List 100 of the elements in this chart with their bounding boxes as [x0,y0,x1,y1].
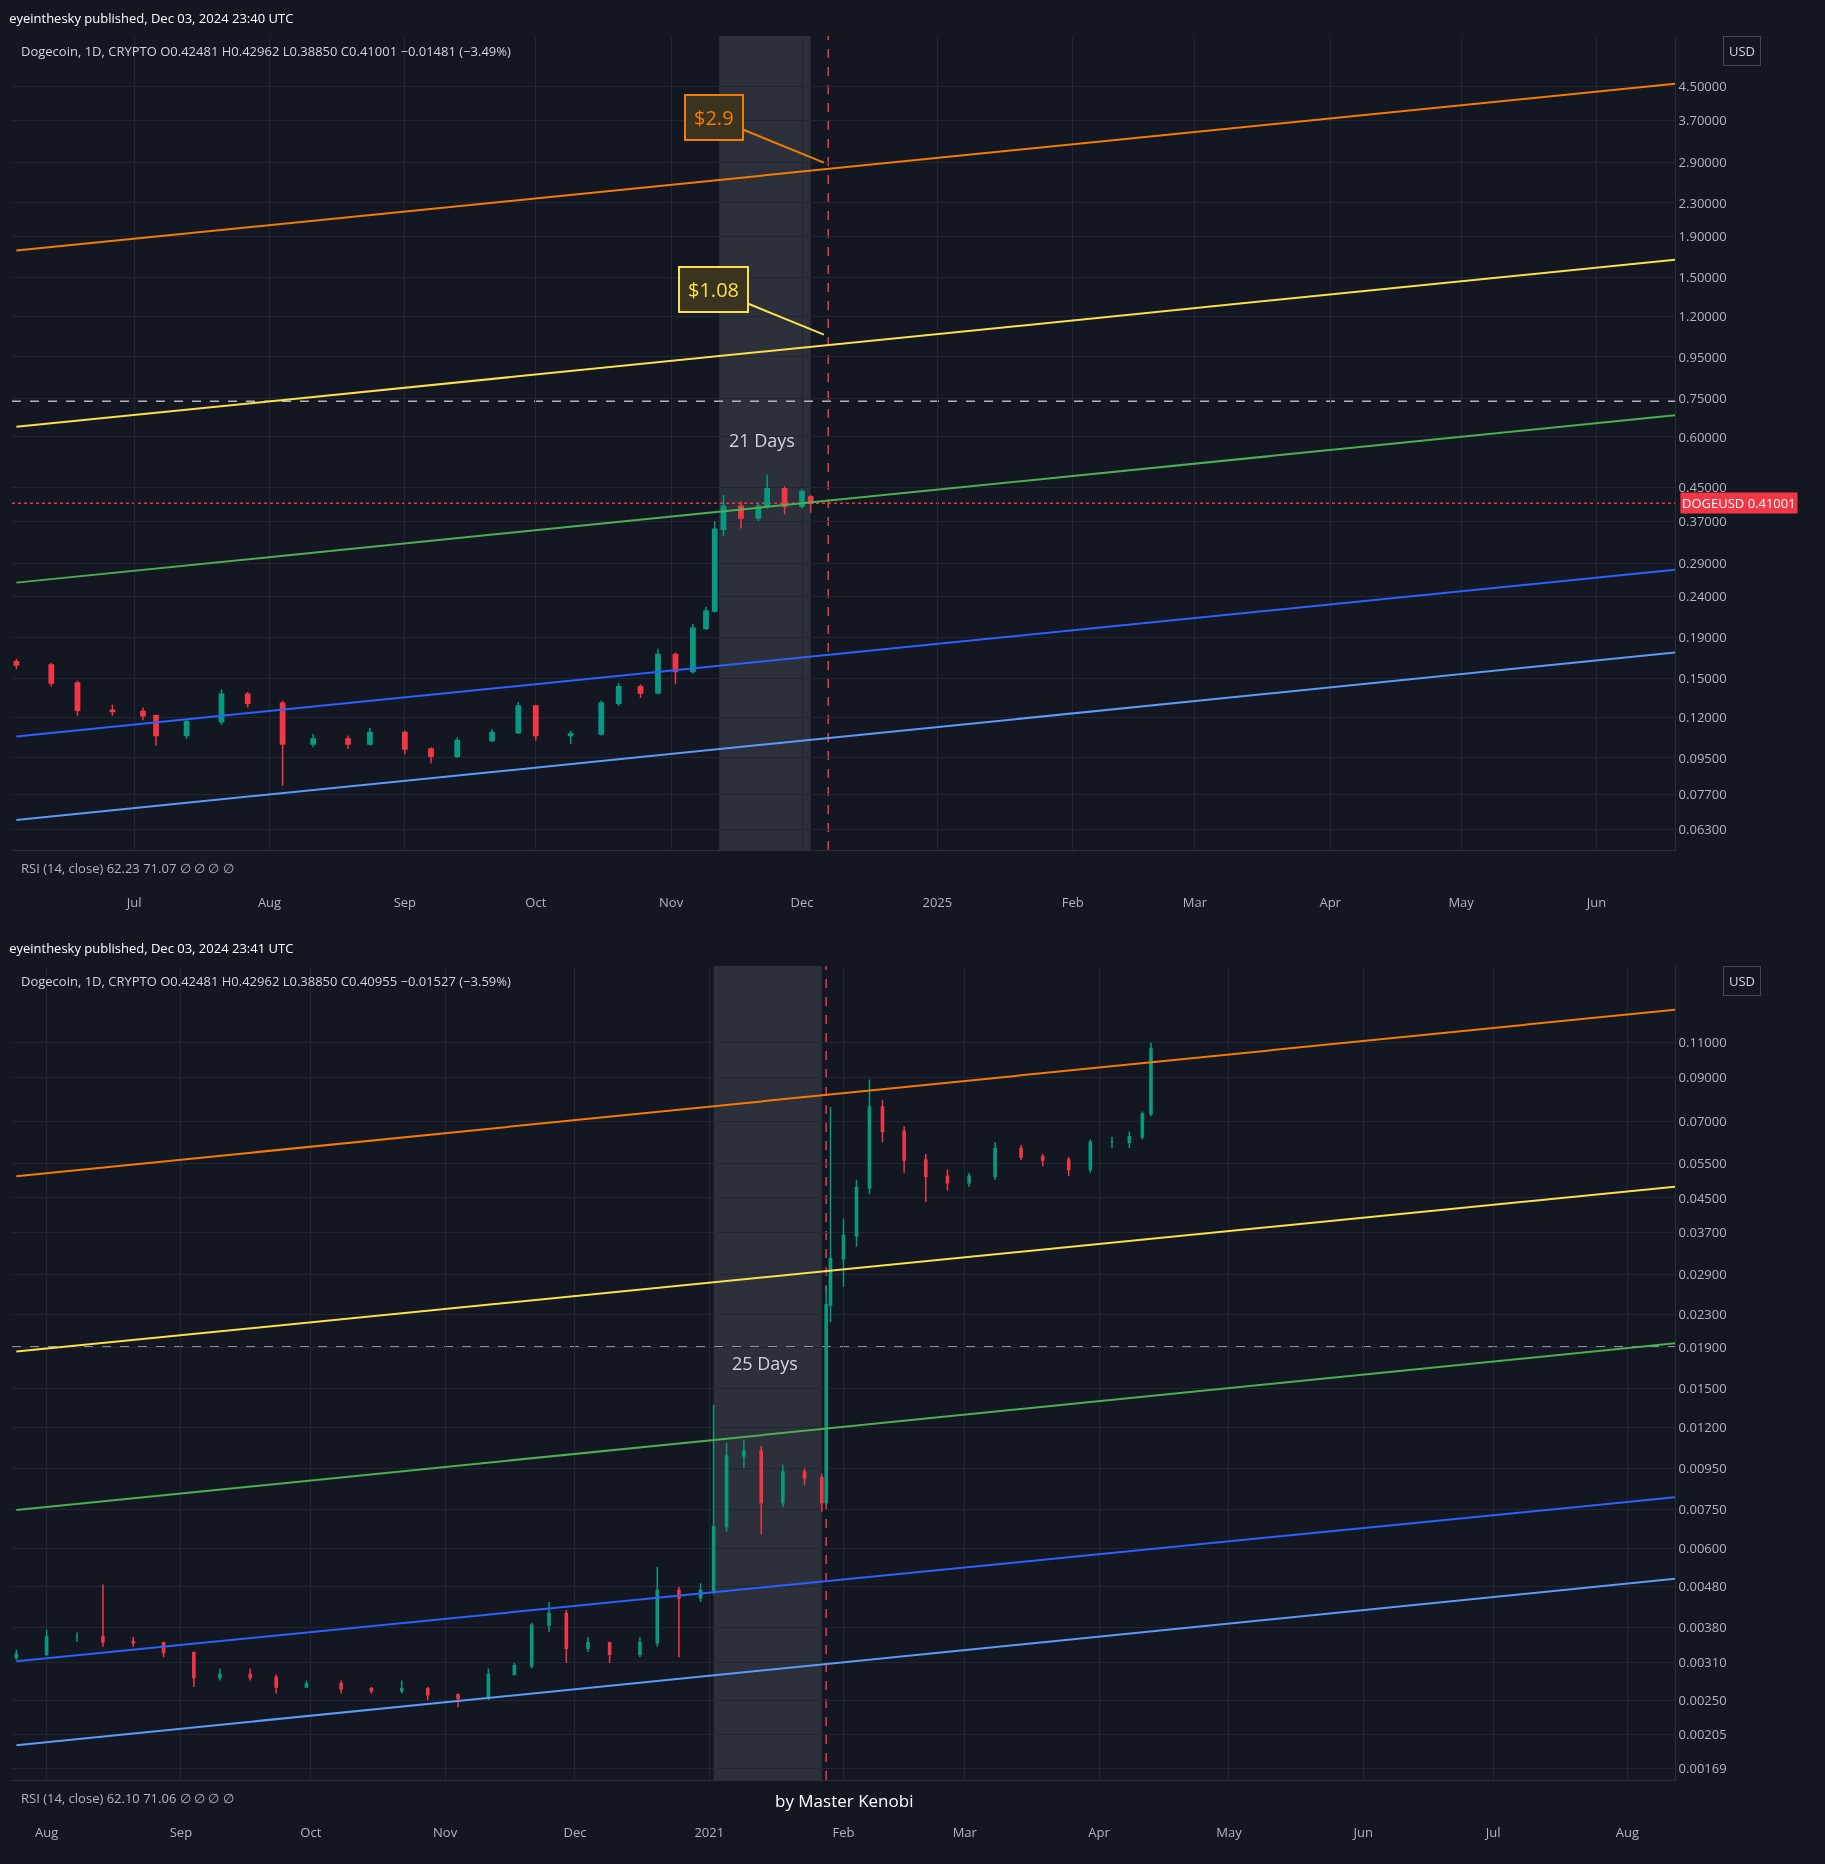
x-tick-label: Aug [35,1822,59,1841]
candlestick [339,1679,343,1695]
candlestick [802,1467,807,1487]
candlestick [13,657,20,671]
candlestick [598,699,605,737]
annotation: $1.08 [688,276,739,303]
y-tick-label: 0.02900 [1678,1264,1727,1283]
candlestick [638,1636,642,1659]
candlestick [248,1667,252,1682]
y-axis-title: USD [1729,42,1756,60]
candlestick [14,1648,19,1661]
y-tick-label: 0.00310 [1678,1653,1727,1672]
text: DOGEUSD 0.41001 [1682,494,1796,512]
x-tick-label: Mar [1182,892,1208,911]
x-tick-label: Nov [659,892,684,911]
candlestick [529,1622,534,1670]
x-tick-label: Jul [124,892,142,911]
y-tick-label: 0.00380 [1678,1618,1727,1637]
y-tick-label: 0.01900 [1678,1338,1727,1357]
candlestick [945,1168,950,1192]
candlestick [244,690,251,709]
candlestick [615,682,622,707]
y-tick-label: 0.07700 [1678,785,1727,804]
x-tick-label: Sep [169,1822,193,1841]
y-tick-label: 0.24000 [1678,587,1727,606]
candlestick [515,701,522,735]
x-tick-label: Mar [952,1822,978,1841]
candlestick [1040,1153,1045,1168]
y-tick-label: 2.30000 [1678,193,1727,212]
y-tick-label: 0.00169 [1678,1758,1727,1777]
candlestick [655,1566,660,1648]
x-tick-label: May [1448,892,1475,911]
candlestick [637,683,644,699]
candlestick [759,1445,764,1535]
annotation: $2.9 [694,104,734,131]
x-tick-label: Feb [832,1822,855,1841]
y-tick-label: 4.50000 [1678,76,1727,95]
candlestick [781,1463,785,1508]
x-tick-label: Dec [790,892,814,911]
x-tick-label: Sep [393,892,417,911]
text: by Master Kenobi [775,1789,914,1812]
y-tick-label: 0.06300 [1678,820,1727,839]
y-tick-label: 0.19000 [1678,627,1727,646]
annotation: 21 Days [729,428,795,452]
candlestick [586,1636,590,1653]
y-tick-label: 0.00750 [1678,1499,1727,1518]
candlestick [310,733,317,749]
candlestick [369,1686,374,1695]
y-tick-label: 0.11000 [1678,1033,1727,1052]
y-tick-label: 0.37000 [1678,511,1727,530]
candlestick [131,1636,136,1648]
y-tick-label: 0.60000 [1678,427,1727,446]
y-tick-label: 1.50000 [1678,267,1727,286]
chart-title: eyeinthesky published, Dec 03, 2024 23:41 UTC [9,939,294,958]
x-tick-label: May [1216,1822,1243,1841]
y-tick-label: 0.00205 [1678,1725,1727,1744]
text: RSI (14, close) 62.23 71.07 ∅ ∅ ∅ ∅ [21,859,234,877]
y-axis-title: USD [1729,972,1756,990]
candlestick [967,1172,971,1188]
candlestick [841,1217,846,1288]
candlestick [902,1125,906,1174]
y-tick-label: 0.01500 [1678,1379,1727,1398]
candlestick [140,706,146,721]
candlestick [690,623,696,675]
x-tick-label: Feb [1061,892,1084,911]
candlestick [711,520,718,614]
candlestick [711,1403,716,1596]
candlestick [1066,1156,1071,1177]
candlestick [456,1694,460,1709]
candlestick [1127,1130,1132,1149]
candlestick [742,1438,746,1470]
candlestick [218,1667,222,1682]
x-tick-label: Aug [257,892,282,911]
candlestick [567,730,574,745]
y-tick-label: 1.90000 [1678,226,1727,245]
annotation: 25 Days [732,1351,798,1375]
y-tick-label: 0.75000 [1678,388,1727,407]
candlestick [532,703,539,742]
candlestick [425,1686,430,1702]
y-tick-label: 0.09000 [1678,1068,1727,1087]
y-tick-label: 0.03700 [1678,1222,1727,1241]
x-tick-label: Jun [1351,1822,1373,1841]
x-tick-label: 2025 [922,892,953,911]
candlestick [367,726,373,747]
x-tick-label: Oct [300,1822,322,1841]
x-tick-label: Oct [525,892,547,911]
candlestick [454,736,461,759]
candlestick [428,746,434,765]
y-tick-label: 0.07000 [1678,1111,1727,1130]
candlestick [820,1473,824,1513]
y-tick-label: 0.12000 [1678,707,1727,726]
candlestick [1149,1041,1153,1118]
candlestick [274,1673,278,1695]
y-tick-label: 0.29000 [1678,554,1727,573]
y-tick-label: 0.00950 [1678,1458,1727,1477]
chart-title: eyeinthesky published, Dec 03, 2024 23:40 UTC [9,9,294,28]
candlestick [401,730,408,756]
x-tick-label: Apr [1319,892,1342,911]
x-tick-label: Nov [433,1822,458,1841]
candlestick [153,713,159,747]
